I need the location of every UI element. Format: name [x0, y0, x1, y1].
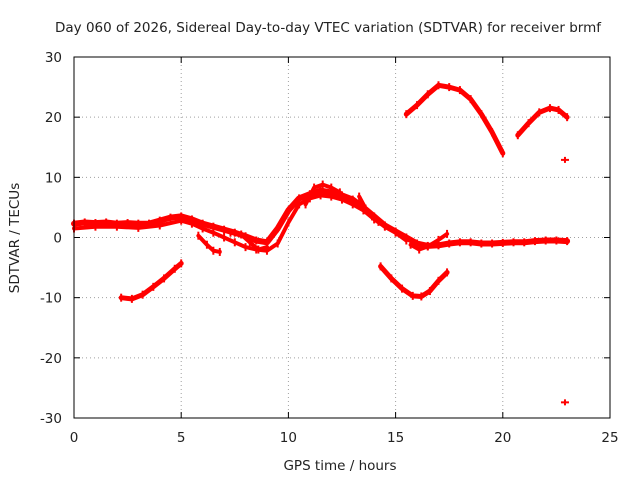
y-tick-label: -30	[40, 411, 62, 427]
series-arc-2-5h	[118, 260, 184, 302]
y-axis-label: SDTVAR / TECUs	[7, 183, 23, 293]
data-series	[71, 81, 571, 406]
y-tick-label: 10	[45, 170, 62, 186]
outlier-upper	[560, 156, 569, 163]
series-hump-15-20h	[403, 82, 506, 156]
y-tick-label: 30	[45, 50, 62, 66]
series-branch-6-7h	[196, 233, 222, 254]
x-tick-label: 5	[177, 430, 186, 446]
x-axis-label: GPS time / hours	[283, 458, 396, 474]
grid-lines	[74, 57, 610, 418]
x-tick-label: 25	[601, 430, 618, 446]
y-tick-label: 20	[45, 110, 62, 126]
y-tick-label: -20	[40, 351, 62, 367]
series-spike-13-14h	[357, 194, 381, 224]
x-tick-label: 15	[387, 430, 404, 446]
x-tick-label: 10	[280, 430, 297, 446]
axis-ticks: 0 5 10 15 20 25 -30 -20 -10 0 10 20 30	[40, 50, 619, 446]
series-dip-14-17h	[378, 263, 450, 299]
x-tick-label: 0	[70, 430, 79, 446]
chart-title: Day 060 of 2026, Sidereal Day-to-day VTE…	[55, 20, 602, 36]
outlier-lower	[560, 399, 569, 406]
y-tick-label: 0	[53, 231, 62, 247]
series-hump-20-23h	[515, 105, 570, 138]
y-tick-label: -10	[40, 291, 62, 307]
x-tick-label: 20	[494, 430, 511, 446]
